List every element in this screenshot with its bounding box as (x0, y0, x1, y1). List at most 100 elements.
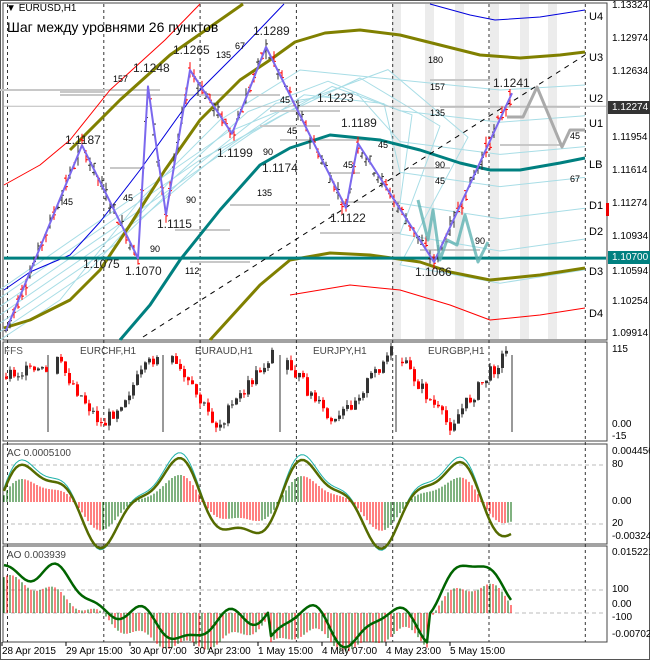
dropdown-triangle-icon[interactable]: ▼ (6, 3, 19, 14)
time-axis-tick: 30 Apr 07:00 (130, 646, 187, 657)
mini-candle (187, 377, 190, 381)
mini-candle (390, 346, 393, 356)
mini-candle (96, 410, 99, 423)
price-axis-tick: 1.10594 (612, 266, 649, 277)
time-count-label: 90 (186, 195, 197, 205)
mini-candle (271, 349, 274, 364)
level-label-d4: D4 (589, 308, 604, 320)
time-count-label: 112 (185, 266, 200, 276)
ffs-axis-neg15: -15 (612, 431, 627, 442)
mini-candle (195, 384, 198, 395)
level-label-u4: U4 (589, 11, 604, 23)
grey-projection (507, 85, 585, 149)
mini-candle (445, 410, 448, 423)
mini-candle (370, 372, 373, 379)
mini-candle (45, 367, 48, 372)
mini-candle (362, 393, 365, 398)
mini-candle (112, 411, 115, 419)
u3-olive-curve (3, 28, 586, 330)
ao-line (3, 562, 513, 649)
mini-candle (286, 360, 289, 370)
mini-candle (485, 380, 488, 384)
ac-axis-20: 20 (612, 518, 624, 529)
mini-candle (120, 407, 123, 411)
price-axis-tick: 1.10254 (612, 296, 649, 307)
fan-line (0, 85, 586, 307)
mini-candle (41, 367, 44, 369)
mini-candle (247, 380, 250, 395)
mini-candle (318, 399, 321, 402)
trend-line (142, 54, 586, 338)
mini-candle (267, 363, 270, 368)
mini-candle (342, 408, 345, 416)
red-marker (606, 203, 609, 216)
time-count-label: 45 (287, 126, 298, 136)
ac-signal-line (3, 452, 512, 551)
time-count-label: 90 (475, 236, 486, 246)
level-label-d2: D2 (589, 226, 604, 238)
time-count-label: 67 (235, 41, 246, 51)
session-band (520, 4, 529, 339)
mini-candle (477, 382, 480, 400)
chart-subtitle: Шаг между уровнями 26 пунктов (7, 19, 219, 35)
level-label-d3: D3 (589, 266, 604, 278)
mini-candle (374, 369, 377, 373)
time-count-label: 90 (435, 160, 446, 170)
mini-candle (84, 395, 87, 404)
line-price-badge: 1.10700 (608, 251, 650, 264)
mini-candle (429, 399, 432, 401)
mini-candle (481, 382, 484, 384)
time-axis-tick: 4 May 23:00 (386, 646, 442, 657)
mini-candle (100, 422, 103, 424)
mini-candle (505, 350, 508, 354)
ac-axis-0: 0.00 (612, 496, 632, 507)
mini-candle (259, 370, 262, 373)
mini-candle (183, 369, 186, 378)
ffs-label: FFS (4, 346, 23, 357)
mini-candle (322, 399, 325, 409)
price-label: 1.1223 (317, 91, 354, 105)
mini-candle (9, 369, 12, 379)
mini-candle (68, 373, 71, 384)
mini-candle (417, 381, 420, 389)
mini-candle (489, 366, 492, 381)
mini-candle (128, 395, 131, 401)
price-label: 1.1174 (262, 161, 298, 175)
time-count-label: 45 (280, 95, 291, 105)
time-count-label: 135 (216, 50, 232, 60)
mini-candle (473, 399, 476, 403)
mini-candle (13, 369, 16, 377)
mini-candle (33, 366, 36, 371)
price-axis-tick: 1.10934 (612, 231, 649, 242)
time-count-label: 135 (430, 108, 446, 118)
teal-projection (416, 199, 490, 264)
mini-candle (465, 397, 468, 409)
d4-red-curve (289, 284, 586, 321)
mini-candle (80, 395, 83, 397)
level-label-u2: U2 (589, 93, 604, 105)
ffs-axis-115: 115 (612, 344, 628, 355)
ac-main-line (2, 456, 512, 550)
time-count-label: 157 (430, 82, 446, 92)
mini-candle (223, 423, 226, 425)
mini-candle (314, 392, 317, 402)
time-count-label: 180 (428, 55, 444, 65)
time-axis-tick: 5 May 15:00 (450, 646, 506, 657)
mini-candle (358, 397, 361, 401)
mini-candle (227, 405, 230, 424)
price-label: 1.1289 (253, 24, 290, 38)
mini-candle (457, 414, 460, 424)
ac-axis-80: 80 (612, 459, 624, 470)
mini-candle (461, 408, 464, 415)
mini-candle (453, 423, 456, 431)
mini-candle (330, 418, 333, 422)
mini-candle (136, 374, 139, 385)
mini-candle (433, 399, 436, 405)
session-band (392, 4, 401, 339)
mini-candle (76, 384, 79, 396)
mini-candle (152, 358, 155, 365)
mini-candle (251, 380, 254, 385)
mini-candle (60, 356, 63, 362)
ac-axis-min: -0.003242 (612, 531, 650, 542)
